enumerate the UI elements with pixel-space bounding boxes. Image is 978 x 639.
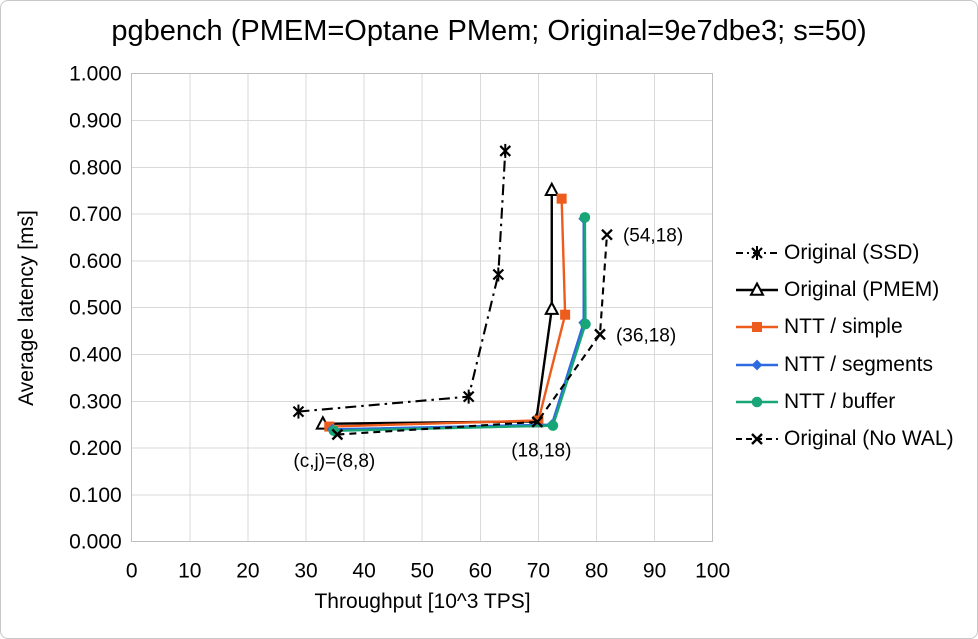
svg-text:90: 90 [643,560,666,583]
annotation: (18,18) [511,440,571,461]
svg-text:60: 60 [469,560,492,583]
legend-swatch [736,396,778,408]
legend-label: Original (PMEM) [784,277,940,301]
svg-text:20: 20 [236,560,259,583]
legend-item-ntt-segments: NTT / segments [734,346,954,383]
legend-label: NTT / simple [784,315,903,339]
svg-text:50: 50 [411,560,434,583]
legend-swatch [736,281,778,296]
legend-item-original-no-wal: Original (No WAL) [734,420,954,457]
series-ntt-simple [324,193,571,432]
svg-text:0.900: 0.900 [69,110,122,133]
annotations: (54,18) (36,18) (18,18) (c,j)=(8,8) [293,226,683,472]
chart-title: pgbench (PMEM=Optane PMem; Original=9e7d… [111,15,867,47]
svg-text:0.300: 0.300 [69,390,122,413]
legend-label: Original (SSD) [784,240,920,264]
legend-swatch [736,245,778,260]
legend-swatch [736,322,778,333]
y-axis-title: Average latency [ms] [15,210,38,406]
svg-text:30: 30 [294,560,317,583]
legend-swatch [736,433,778,445]
svg-text:0.600: 0.600 [69,250,122,273]
svg-text:40: 40 [352,560,375,583]
legend-label: NTT / buffer [784,389,896,413]
svg-text:0.400: 0.400 [69,344,122,367]
legend-swatch [736,359,778,370]
legend-item-ntt-buffer: NTT / buffer [734,383,954,420]
legend-item-original-ssd: Original (SSD) [734,234,954,271]
svg-text:0: 0 [126,560,138,583]
svg-text:100: 100 [695,560,730,583]
legend-label: Original (No WAL) [784,427,954,451]
svg-text:0.200: 0.200 [69,437,122,460]
svg-text:0.100: 0.100 [69,484,122,507]
svg-text:10: 10 [178,560,201,583]
svg-text:0.500: 0.500 [69,297,122,320]
svg-text:1.000: 1.000 [69,63,122,86]
annotation: (c,j)=(8,8) [293,451,375,472]
plot-border [131,73,714,543]
legend-label: NTT / segments [784,352,933,376]
svg-text:80: 80 [585,560,608,583]
legend: Original (SSD) Original (PMEM) NTT / simpl… [734,234,954,458]
legend-item-ntt-simple: NTT / simple [734,309,954,346]
y-tick-labels: 0.000 0.100 0.200 0.300 0.400 0.500 0.600 0.700… [69,63,122,554]
svg-text:0.800: 0.800 [69,156,122,179]
series-original-no-wal [331,228,613,441]
series-ntt-buffer [328,212,591,437]
series-original-ssd [292,143,512,419]
x-tick-labels: 0 10 20 30 40 50 60 70 80 90 100 [126,560,730,583]
x-axis-title: Throughput [10^3 TPS] [314,590,531,613]
svg-text:0.700: 0.700 [69,203,122,226]
series-original-pmem [315,181,560,430]
annotation: (36,18) [616,325,676,346]
legend-item-original-pmem: Original (PMEM) [734,271,954,308]
gridlines [131,73,713,542]
annotation: (54,18) [623,226,683,247]
svg-text:0.000: 0.000 [69,531,122,554]
svg-text:70: 70 [527,560,550,583]
